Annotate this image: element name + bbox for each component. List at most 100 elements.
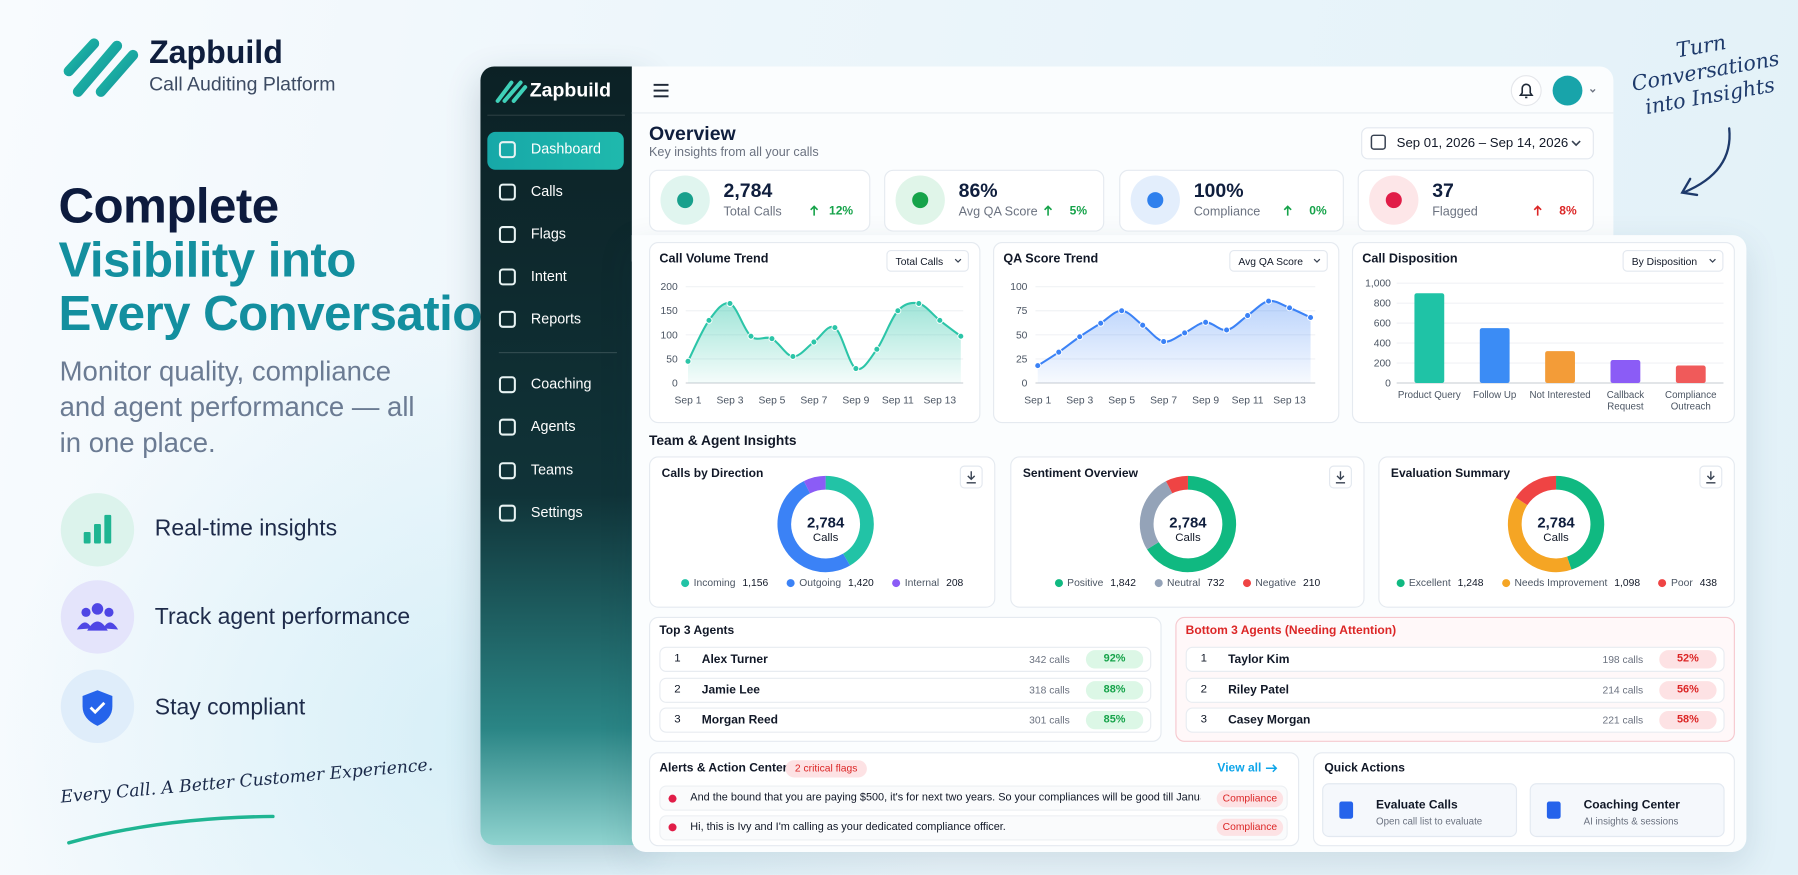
agent-row	[1185, 707, 1725, 733]
alert-text: And the bound that you are paying $500, …	[690, 791, 1201, 804]
agent-calls: 214 calls	[1602, 683, 1644, 696]
legend-item: Poor 438	[1658, 577, 1717, 588]
legend-name: Neutral	[1166, 576, 1201, 589]
quick-action-title: Evaluate Calls	[1376, 798, 1458, 812]
legend-value: 732	[1207, 576, 1225, 589]
slogan-underline	[67, 814, 275, 845]
brand-tagline: Call Auditing Platform	[149, 73, 336, 96]
donut-total-label: Calls	[1543, 532, 1569, 545]
download-button[interactable]	[959, 465, 983, 489]
alert-row	[659, 785, 1288, 811]
kpi-icon-bg	[660, 175, 710, 225]
kpi-change: 5%	[1069, 204, 1088, 218]
legend-name: Poor	[1671, 576, 1693, 589]
download-button[interactable]	[1699, 465, 1723, 489]
kpi-icon-bg	[1369, 175, 1419, 225]
nav-item[interactable]: Calls	[530, 183, 563, 200]
legend-item: Negative 210	[1242, 576, 1320, 589]
legend-dot	[681, 578, 690, 587]
date-picker[interactable]	[1361, 127, 1594, 160]
alert-row	[659, 814, 1288, 840]
callout-arrow	[1680, 127, 1731, 197]
kpi-value: 37	[1432, 180, 1454, 202]
agent-score: 88%	[1085, 680, 1144, 699]
agent-name: Morgan Reed	[701, 713, 779, 727]
legend-name: Excellent	[1408, 576, 1451, 589]
alert-tag: Compliance	[1216, 818, 1284, 836]
kpi-label: Avg QA Score	[958, 205, 1038, 220]
agent-row	[1185, 646, 1725, 672]
legend-item: Incoming 1,156	[681, 577, 768, 588]
legend-dot	[892, 578, 901, 587]
legend-name: Internal	[904, 576, 940, 589]
sidebar	[480, 66, 647, 846]
nav-item[interactable]: Coaching	[530, 376, 592, 393]
nav-item[interactable]: Agents	[530, 418, 576, 435]
alert-tag: Compliance	[1216, 789, 1284, 807]
agent-score: 92%	[1085, 650, 1144, 669]
kpi-icon-bg	[1130, 175, 1180, 225]
nav-item[interactable]: Reports	[530, 310, 582, 327]
quick-action-tile[interactable]	[1322, 783, 1518, 838]
hero-title-line: Every Conversation	[58, 286, 512, 342]
hero-title-line: Visibility into	[58, 232, 356, 288]
agents-title: Bottom 3 Agents (Needing Attention)	[1185, 623, 1397, 638]
donut-title: Calls by Direction	[661, 466, 764, 481]
hero-subtitle: Monitor quality, compliance and agent pe…	[59, 356, 415, 459]
legend-name: Negative	[1255, 576, 1297, 589]
alerts-title: Alerts & Action Center	[659, 761, 788, 776]
nav-item[interactable]: Flags	[530, 225, 566, 242]
donut-total-label: Calls	[812, 532, 839, 545]
donut-legend: Excellent 1,248 Needs Improvement 1,098 Poor…	[1378, 577, 1735, 588]
feature-icon-bg	[60, 493, 135, 567]
agent-calls: 221 calls	[1602, 714, 1644, 726]
callout: Turn Conversations into Insights	[1629, 30, 1782, 120]
brand-logo	[63, 38, 139, 97]
main-panel-top	[631, 66, 1614, 262]
nav-item[interactable]: Intent	[530, 268, 567, 285]
legend-name: Positive	[1067, 576, 1104, 589]
agent-name: Casey Morgan	[1228, 713, 1311, 727]
legend-value: 438	[1699, 576, 1717, 589]
agent-name: Jamie Lee	[701, 682, 761, 697]
donut-total: 2,784	[806, 513, 845, 531]
legend-dot	[786, 578, 795, 587]
chart-filter-label: Avg QA Score	[1238, 255, 1304, 268]
agent-calls: 301 calls	[1029, 714, 1070, 726]
avatar-initials[interactable]: TA	[1559, 83, 1576, 98]
legend-dot	[1242, 578, 1251, 587]
chart-filter[interactable]	[1229, 249, 1328, 272]
legend-item: Internal 208	[892, 577, 963, 588]
legend-value: 1,420	[847, 576, 874, 589]
nav-item[interactable]: Teams	[530, 462, 574, 479]
kpi-value: 2,784	[723, 180, 773, 202]
agent-score: 52%	[1659, 650, 1717, 669]
donut-title: Sentiment Overview	[1022, 466, 1138, 481]
alerts-badge: 2 critical flags	[785, 760, 867, 778]
legend-dot	[1396, 578, 1405, 587]
chart-filter[interactable]	[1622, 249, 1724, 272]
kpi-change: 8%	[1559, 204, 1577, 218]
donut-total-label: Calls	[1175, 532, 1201, 545]
legend-value: 1,098	[1614, 576, 1641, 589]
sidebar-divider	[498, 352, 617, 354]
quick-action-title: Coaching Center	[1583, 798, 1680, 812]
agent-rank: 3	[1200, 713, 1207, 726]
view-all-link[interactable]: View all	[1217, 761, 1262, 776]
download-button[interactable]	[1329, 465, 1352, 489]
x-tick-label: Product Query	[1397, 388, 1461, 401]
agent-rank: 3	[674, 713, 681, 726]
legend-value: 208	[946, 576, 964, 589]
chart-filter[interactable]	[886, 249, 969, 272]
quick-action-subtitle: Open call list to evaluate	[1376, 815, 1483, 827]
donut-title: Evaluation Summary	[1390, 466, 1511, 481]
legend-dot	[1054, 578, 1063, 587]
kpi-change: 12%	[829, 204, 854, 218]
nav-item[interactable]: Dashboard	[530, 141, 602, 158]
kpi-label: Compliance	[1193, 205, 1261, 220]
quick-action-tile[interactable]	[1529, 783, 1725, 838]
nav-item[interactable]: Settings	[530, 504, 583, 521]
agent-rank: 1	[1200, 652, 1207, 666]
legend-value: 1,156	[742, 576, 769, 589]
